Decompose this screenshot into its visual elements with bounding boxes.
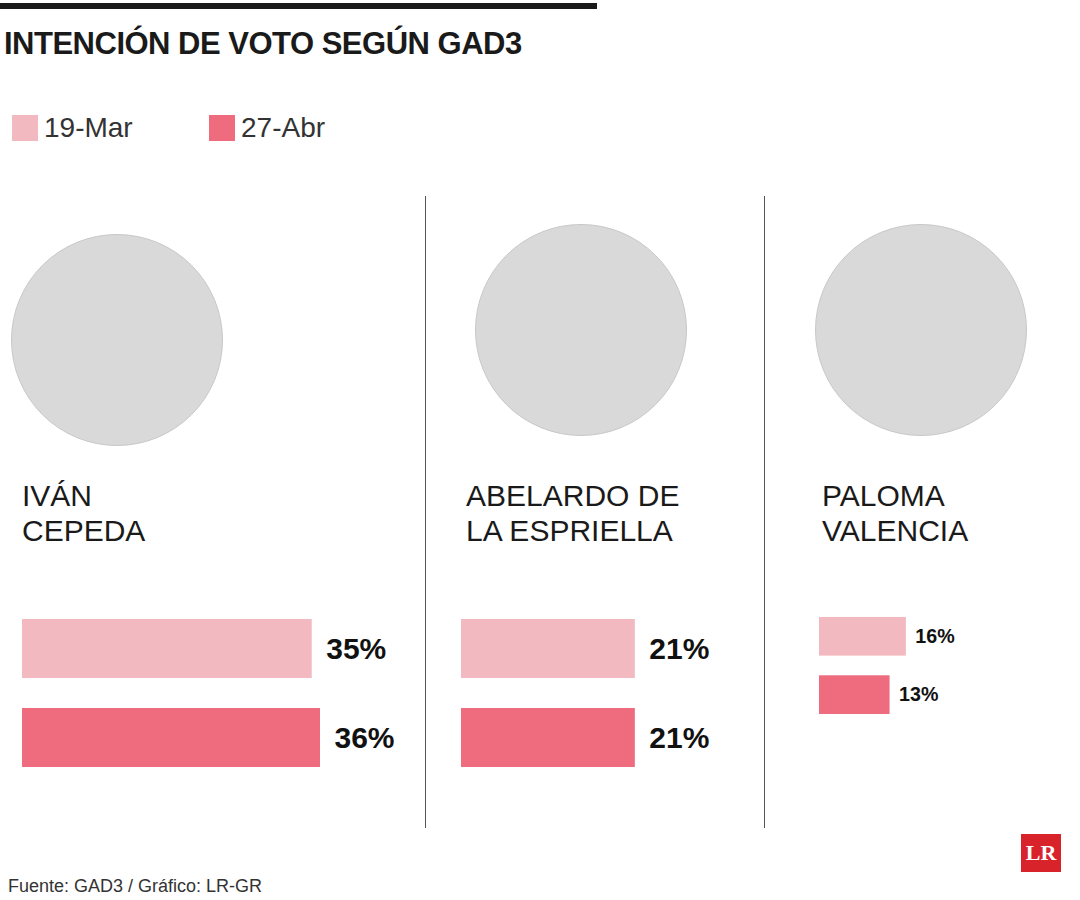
- html-text:19-Mar: 19-Mar: [44, 112, 133, 143]
- html-text:Fuente: GAD3 / Gráfico: LR-GR: Fuente: GAD3 / Gráfico: LR-GR: [8, 876, 263, 896]
- html-text:LA ESPRIELLA: LA ESPRIELLA: [466, 514, 673, 547]
- svg-text:35%: 35%: [326, 632, 386, 665]
- html-text:INTENCIÓN DE VOTO SEGÚN GAD3: INTENCIÓN DE VOTO SEGÚN GAD3: [4, 26, 522, 61]
- svg-text:16%: 16%: [915, 625, 954, 647]
- svg-text:21%: 21%: [649, 632, 709, 665]
- html-text:PALOMA: PALOMA: [822, 479, 945, 512]
- html-text:VALENCIA: VALENCIA: [822, 514, 969, 547]
- svg-text:21%: 21%: [649, 721, 709, 754]
- html-text:ABELARDO DE: ABELARDO DE: [466, 479, 680, 512]
- html-text:CEPEDA: CEPEDA: [22, 514, 146, 547]
- html-text:LR: LR: [1025, 840, 1057, 865]
- html-text:27-Abr: 27-Abr: [241, 112, 325, 143]
- svg-text:13%: 13%: [899, 683, 938, 705]
- html-text:IVÁN: IVÁN: [22, 479, 92, 512]
- svg-text:36%: 36%: [335, 721, 395, 754]
